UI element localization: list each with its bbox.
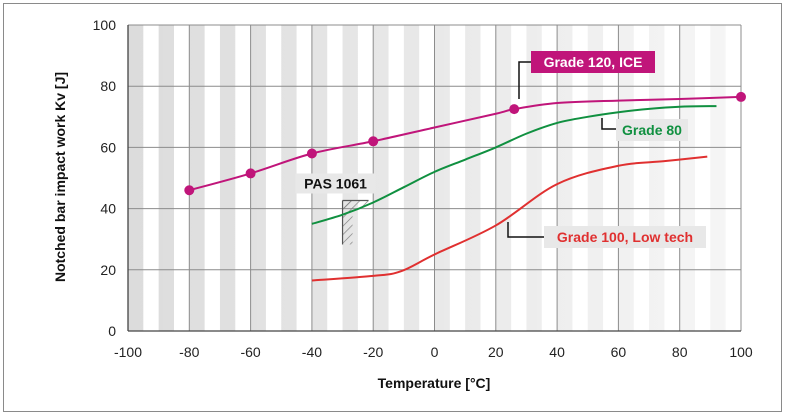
x-tick-label: -60 [240, 344, 260, 360]
axes: -100 -80 -60 -40 -20 0 20 40 60 80 100 0 20 40 60 80 100 [93, 17, 753, 360]
y-axis-title: Notched bar impact work Kv [J] [52, 72, 68, 282]
x-tick-label: 40 [549, 344, 565, 360]
label-box-grade-80 [616, 119, 688, 141]
data-point-grade-120-ice [245, 168, 256, 179]
y-tick-label: 20 [100, 262, 116, 278]
leader-line-grade-100-low-tech [507, 222, 544, 238]
series-lines [189, 95, 742, 282]
x-tick-label: -80 [179, 344, 199, 360]
series-label-grade-100-low-tech: Grade 100, Low tech [557, 229, 693, 245]
x-tick-label: 60 [611, 344, 627, 360]
series-label-grade-80: Grade 80 [622, 122, 682, 138]
pas-1061-label: PAS 1061 [304, 175, 367, 191]
series-line-grade-120-ice [189, 95, 742, 192]
series-labels: Grade 120, ICE Grade 80 Grade 100, Low tec… [507, 51, 706, 248]
data-point-grade-120-ice [509, 104, 520, 115]
series-line-grade-100-low-tech [311, 155, 708, 282]
leader-line-grade-120-ice [518, 61, 531, 99]
hatch-vertical [342, 200, 353, 245]
series-label-grade-120-ice: Grade 120, ICE [544, 54, 643, 70]
series-line-grade-80 [311, 105, 717, 225]
x-tick-label: -100 [114, 344, 142, 360]
y-tick-label: 80 [100, 78, 116, 94]
leader-line-grade-80 [601, 118, 616, 130]
data-point-grade-120-ice [184, 185, 195, 196]
series-markers [184, 91, 746, 196]
data-point-grade-120-ice [736, 91, 746, 102]
data-point-grade-120-ice [306, 148, 317, 159]
y-tick-label: 60 [100, 139, 116, 155]
x-tick-label: -20 [363, 344, 383, 360]
x-axis-title: Temperature [°C] [378, 375, 491, 391]
data-point-grade-120-ice [368, 136, 379, 147]
hatch-horizontal [342, 200, 369, 209]
y-tick-label: 100 [93, 17, 117, 33]
pas-1061-hatch: PAS 1061 [295, 173, 376, 245]
x-tick-label: 0 [431, 344, 439, 360]
y-tick-label: 40 [100, 201, 116, 217]
pas-1061-label-box [295, 173, 376, 194]
grid-lines [127, 24, 742, 332]
y-tick-label: 0 [108, 323, 116, 339]
x-tick-label: 100 [729, 344, 753, 360]
x-tick-label: -40 [302, 344, 322, 360]
label-box-grade-100-low-tech [544, 226, 706, 248]
label-box-grade-120-ice [531, 51, 655, 73]
x-tick-label: 20 [488, 344, 504, 360]
x-tick-label: 80 [672, 344, 688, 360]
